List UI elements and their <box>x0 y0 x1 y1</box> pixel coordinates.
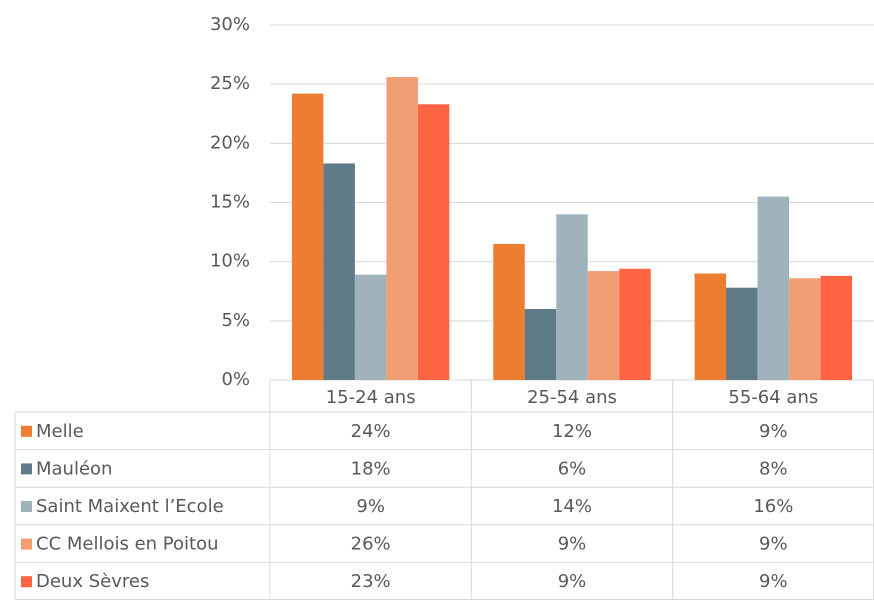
legend-swatch <box>21 501 32 512</box>
bar <box>556 214 588 380</box>
data-label: 14% <box>552 496 592 517</box>
bar <box>820 275 853 380</box>
data-label: 24% <box>351 421 391 442</box>
data-label: 9% <box>759 421 788 442</box>
legend-label: Melle <box>36 421 84 442</box>
legend-label: Deux Sèvres <box>36 571 149 592</box>
x-tick-label: 25-54 ans <box>527 387 617 408</box>
data-label: 18% <box>351 458 391 479</box>
bar <box>587 271 620 380</box>
y-tick-label: 20% <box>210 132 250 153</box>
data-label: 9% <box>759 534 788 555</box>
y-tick-label: 15% <box>210 192 250 213</box>
bar <box>524 309 557 380</box>
data-label: 9% <box>759 571 788 592</box>
bar <box>493 243 525 380</box>
x-tick-label: 15-24 ans <box>326 387 416 408</box>
bar <box>291 93 324 380</box>
data-label: 6% <box>558 458 587 479</box>
data-label: 9% <box>558 571 587 592</box>
legend-label: Saint Maixent l’Ecole <box>36 496 224 517</box>
data-label: 23% <box>351 571 391 592</box>
data-label: 12% <box>552 421 592 442</box>
bar <box>323 163 355 380</box>
data-label: 8% <box>759 458 788 479</box>
y-tick-label: 5% <box>221 310 250 331</box>
y-tick-label: 25% <box>210 73 250 94</box>
bar <box>789 278 821 380</box>
y-tick-label: 10% <box>210 251 250 272</box>
bar <box>417 104 450 381</box>
bar <box>354 274 387 380</box>
data-label: 26% <box>351 534 391 555</box>
bar <box>619 268 651 380</box>
data-label: 9% <box>558 534 587 555</box>
bar <box>726 287 758 380</box>
bar <box>386 77 418 381</box>
x-tick-label: 55-64 ans <box>728 387 818 408</box>
y-tick-label: 0% <box>221 369 250 390</box>
legend-swatch <box>21 538 32 550</box>
legend-swatch <box>21 463 32 475</box>
bar <box>757 196 790 380</box>
legend-label: Mauléon <box>36 458 112 479</box>
bar <box>694 273 727 380</box>
legend-swatch <box>21 425 32 437</box>
y-tick-label: 30% <box>210 14 250 35</box>
legend-swatch <box>21 576 32 588</box>
data-label: 9% <box>356 496 385 517</box>
legend-label: CC Mellois en Poitou <box>36 534 219 555</box>
data-label: 16% <box>753 496 793 517</box>
